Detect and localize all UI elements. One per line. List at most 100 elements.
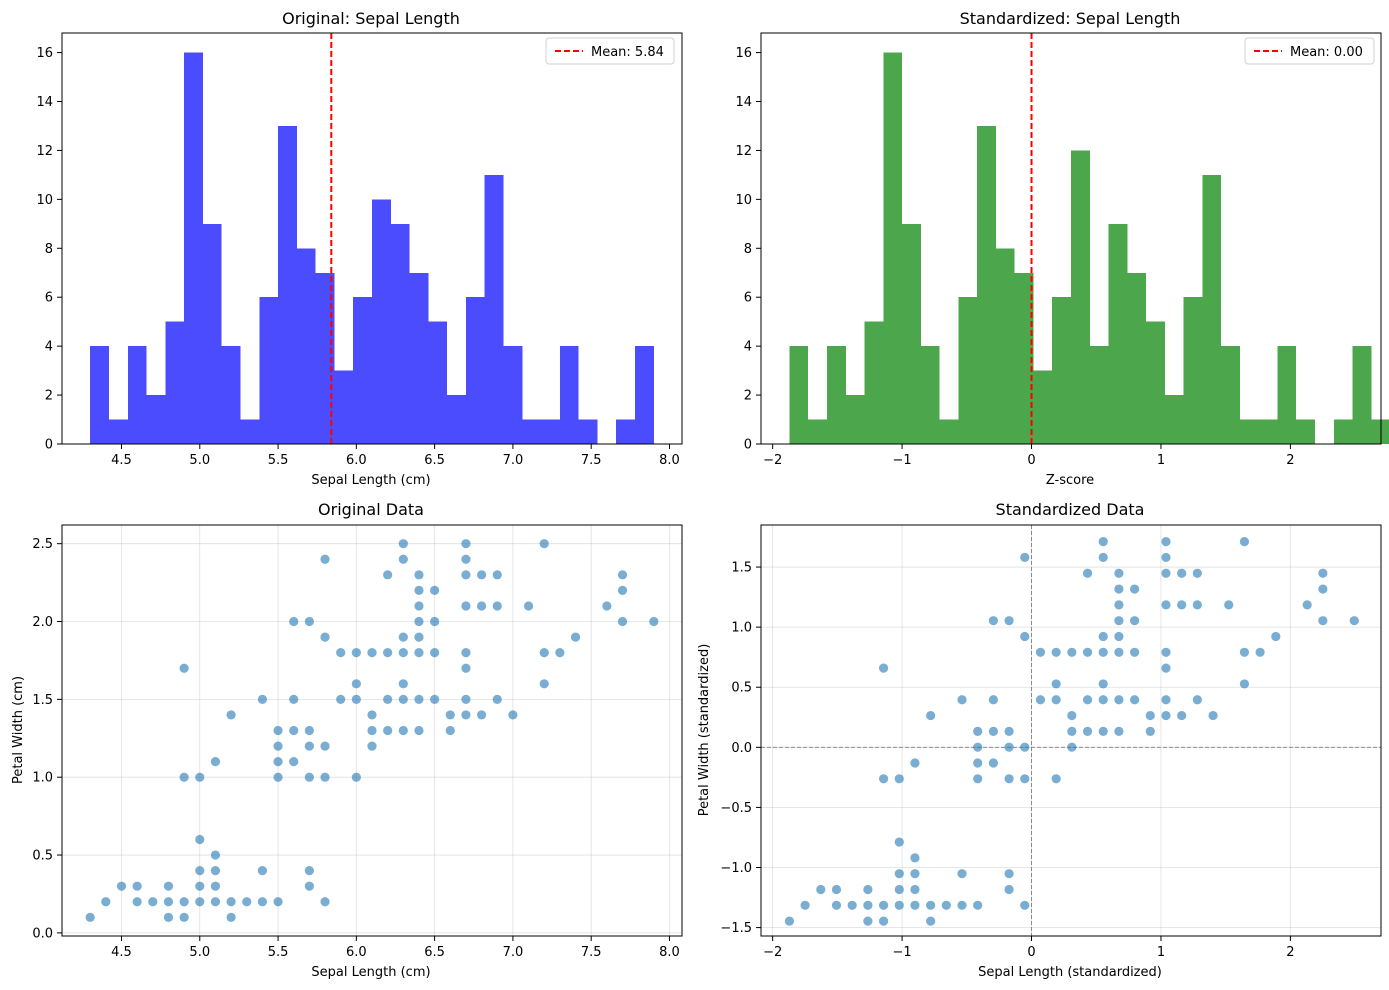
scatter-point (226, 710, 236, 720)
histogram-bar (1089, 346, 1109, 444)
scatter-point (1145, 726, 1155, 736)
scatter-point (195, 881, 205, 891)
scatter-point (476, 601, 487, 611)
scatter-point (1161, 537, 1171, 547)
y-tick-label: 12 (36, 144, 53, 159)
scatter-point (1114, 568, 1124, 578)
scatter-point (617, 616, 628, 627)
scatter-point (957, 869, 967, 879)
scatter-point (878, 900, 889, 910)
scatter-point (210, 897, 221, 907)
x-tick-label: −1 (892, 453, 911, 468)
scatter-point (1067, 726, 1077, 736)
x-tick-label: 0 (1027, 945, 1035, 960)
scatter-point (910, 900, 920, 910)
y-tick-label: 4 (744, 340, 752, 355)
histogram-bar (1371, 419, 1389, 444)
scatter-point (863, 900, 873, 910)
y-tick-label: 8 (744, 242, 752, 257)
scatter-point (430, 616, 440, 627)
y-tick-label: 10 (36, 193, 53, 208)
histogram-bar (127, 346, 147, 444)
scatter-point (570, 632, 581, 642)
scatter-standardized-title: Standardized Data (996, 500, 1145, 519)
scatter-point (1114, 584, 1124, 594)
histogram-bar (278, 125, 297, 444)
scatter-point (414, 601, 424, 611)
y-tick-label: 2 (744, 389, 752, 404)
scatter-point (926, 916, 936, 926)
scatter-point (910, 884, 920, 895)
histogram-bar (1221, 346, 1240, 444)
scatter-point (988, 726, 998, 736)
x-tick-label: 6.5 (424, 453, 445, 468)
histogram-bar (1277, 346, 1297, 444)
scatter-point (1208, 710, 1218, 721)
scatter-point (602, 601, 612, 611)
y-tick-label: −0.5 (720, 801, 752, 816)
scatter-point (398, 648, 408, 658)
histogram-bar (958, 297, 978, 444)
scatter-point (367, 710, 377, 720)
hist-original-title: Original: Sepal Length (282, 9, 460, 28)
scatter-point (1192, 695, 1202, 705)
x-tick-label: 6.0 (346, 945, 367, 960)
histogram-bar (541, 419, 560, 444)
scatter-point (1098, 647, 1108, 657)
scatter-point (1349, 616, 1359, 626)
scatter-point (973, 726, 983, 736)
scatter-point (539, 648, 549, 658)
legend-box (545, 37, 675, 65)
scatter-point (1239, 679, 1250, 689)
scatter-point (1051, 647, 1061, 657)
scatter-point (398, 694, 408, 704)
scatter-point (414, 632, 424, 642)
scatter-point (226, 912, 236, 922)
scatter-point (304, 881, 314, 891)
scatter-point (320, 772, 330, 782)
histogram-bar (522, 419, 542, 444)
scatter-point (973, 758, 983, 768)
scatter-point (273, 897, 283, 907)
scatter-point (1161, 600, 1171, 610)
scatter-point (492, 570, 502, 580)
scatter-point (941, 900, 951, 910)
scatter-point (1082, 568, 1093, 578)
hist-standardized-title: Standardized: Sepal Length (960, 9, 1181, 28)
scatter-point (1239, 537, 1250, 547)
scatter-point (476, 710, 487, 720)
scatter-point (1114, 600, 1124, 610)
histogram-bar (353, 297, 372, 444)
histogram-bar (902, 223, 921, 444)
scatter-point (1161, 647, 1171, 657)
hist-original-panel: Original: Sepal Length 4.5 5.0 5.5 6.0 6.5 7.… (36, 9, 683, 488)
histogram-bar (1352, 346, 1372, 444)
histogram-bar (1296, 419, 1315, 444)
hist-standardized-xlabel: Z-score (1046, 473, 1094, 488)
scatter-point (831, 900, 842, 910)
histogram-bar (484, 174, 504, 444)
scatter-point (1177, 568, 1187, 578)
scatter-point (257, 866, 268, 876)
scatter-point (1130, 695, 1140, 705)
histogram-bar (939, 419, 959, 444)
scatter-point (351, 679, 361, 689)
histogram-bar (1333, 419, 1353, 444)
y-tick-label: 16 (735, 46, 752, 61)
scatter-point (320, 632, 330, 642)
scatter-point (492, 601, 502, 611)
scatter-point (878, 774, 889, 784)
scatter-point (910, 869, 920, 879)
y-tick-label: 6 (744, 291, 752, 306)
scatter-point (617, 570, 628, 580)
histogram-bar (1183, 297, 1203, 444)
scatter-point (461, 539, 471, 549)
scatter-point (430, 585, 440, 595)
scatter-point (1161, 710, 1171, 721)
scatter-point (1004, 616, 1014, 626)
x-tick-label: 5.0 (189, 945, 210, 960)
histogram-bar (789, 346, 809, 444)
scatter-point (1082, 695, 1093, 705)
x-tick-label: 5.5 (268, 453, 289, 468)
scatter-point (1224, 600, 1234, 610)
